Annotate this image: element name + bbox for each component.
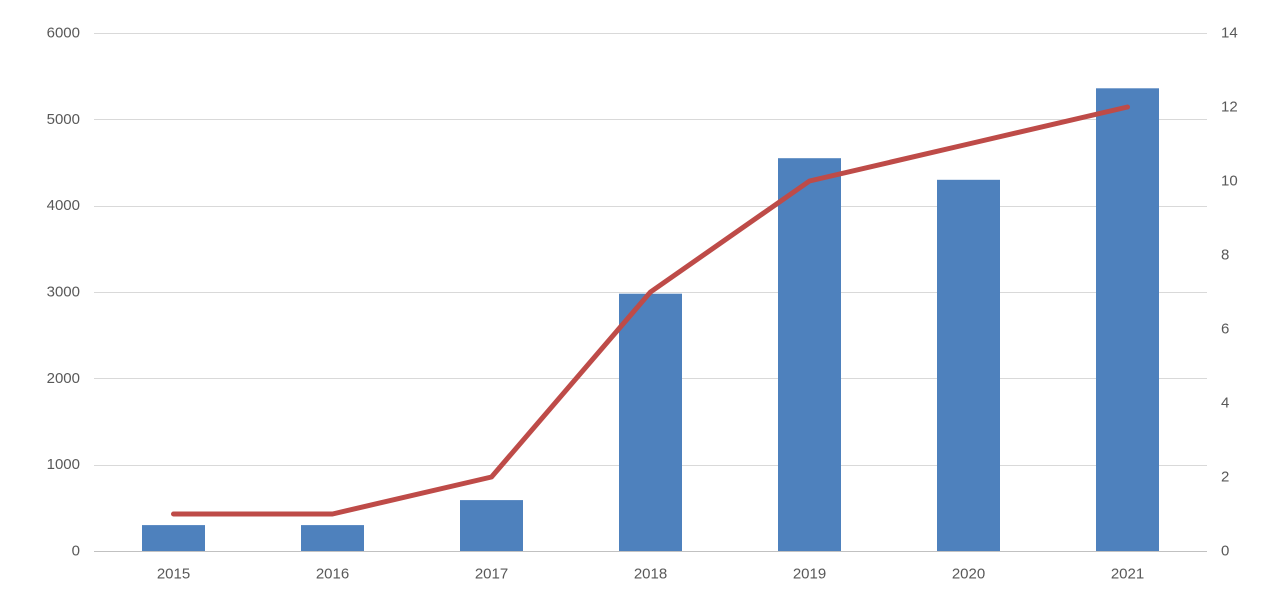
y-axis-right-tick-label: 12 — [1221, 99, 1238, 116]
x-axis-tick-label: 2020 — [952, 566, 985, 583]
trend-line — [171, 104, 1130, 517]
y-axis-right-tick-label: 14 — [1221, 25, 1238, 42]
y-axis-right-tick-label: 2 — [1221, 469, 1229, 486]
y-axis-left-tick-label: 5000 — [47, 111, 80, 128]
bar-2020 — [937, 179, 1000, 552]
y-axis-left-tick-label: 2000 — [47, 370, 80, 387]
x-axis-tick-label: 2015 — [157, 566, 190, 583]
x-axis-tick-label: 2019 — [793, 566, 826, 583]
y-axis-right-tick-label: 0 — [1221, 543, 1229, 560]
x-axis-tick-label: 2016 — [316, 566, 349, 583]
y-axis-right-tick-label: 6 — [1221, 321, 1229, 338]
y-axis-left-tick-label: 4000 — [47, 197, 80, 214]
y-axis-left-tick-label: 6000 — [47, 25, 80, 42]
y-axis-left-tick-label: 1000 — [47, 456, 80, 473]
y-axis-right-tick-label: 10 — [1221, 173, 1238, 190]
bar-2019 — [778, 158, 841, 551]
bar-2018 — [619, 293, 682, 551]
x-axis-tick-label: 2021 — [1111, 566, 1144, 583]
x-axis-tick-label: 2017 — [475, 566, 508, 583]
y-axis-left-tick-label: 3000 — [47, 284, 80, 301]
x-axis-tick-label: 2018 — [634, 566, 667, 583]
y-axis-right-tick-label: 4 — [1221, 395, 1229, 412]
bar-2021 — [1096, 88, 1159, 552]
y-axis-right-tick-label: 8 — [1221, 247, 1229, 264]
bar-2017 — [460, 500, 523, 551]
y-axis-left-tick-label: 0 — [72, 543, 80, 560]
bar-2016 — [301, 525, 364, 551]
bar-2015 — [142, 525, 205, 551]
